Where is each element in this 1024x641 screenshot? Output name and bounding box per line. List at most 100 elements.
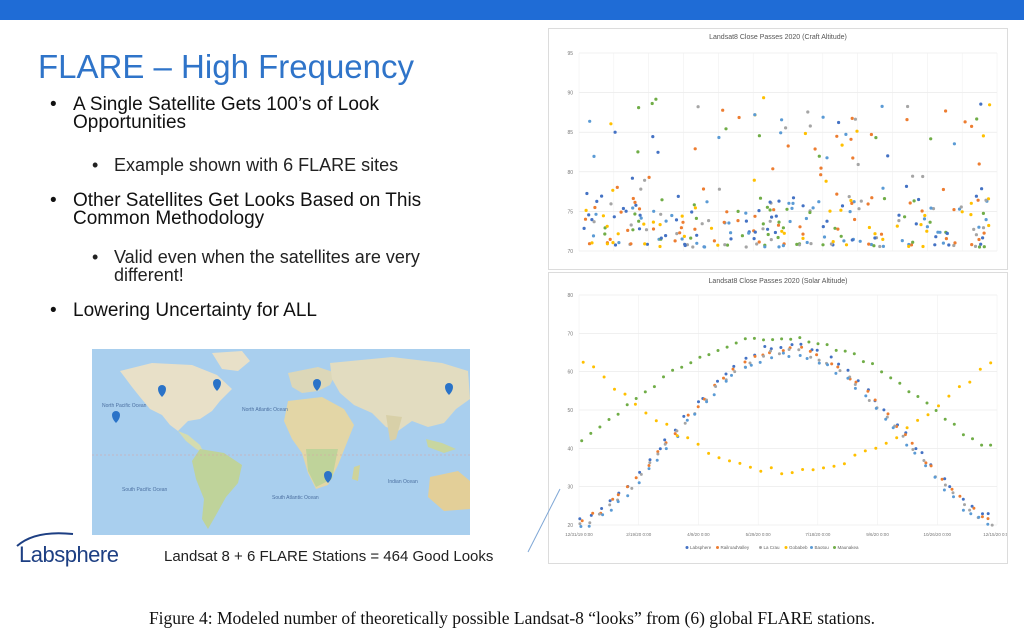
data-point bbox=[676, 194, 680, 198]
data-point bbox=[846, 376, 850, 380]
craft-altitude-chart: Landsat8 Close Passes 2020 (Craft Altitu… bbox=[548, 28, 1008, 270]
data-point bbox=[849, 137, 853, 141]
data-point bbox=[938, 230, 942, 234]
map-pin-icon[interactable] bbox=[158, 385, 166, 397]
data-point bbox=[624, 209, 628, 213]
data-point bbox=[683, 421, 687, 425]
data-point bbox=[658, 447, 662, 451]
data-point bbox=[885, 415, 889, 419]
data-point bbox=[861, 360, 865, 364]
world-map: North Pacific Ocean North Atlantic Ocean… bbox=[92, 349, 470, 535]
map-pin-icon[interactable] bbox=[324, 471, 332, 483]
data-point bbox=[970, 124, 974, 128]
data-point bbox=[963, 503, 966, 507]
data-point bbox=[766, 227, 770, 231]
data-point bbox=[981, 226, 986, 230]
data-point bbox=[744, 219, 748, 223]
data-point bbox=[578, 522, 582, 526]
data-point bbox=[766, 232, 770, 237]
legend-label: La Crau bbox=[764, 545, 781, 550]
data-point bbox=[867, 399, 871, 402]
data-point bbox=[633, 200, 637, 204]
data-point bbox=[951, 491, 955, 495]
data-point bbox=[787, 201, 791, 205]
data-point bbox=[824, 179, 828, 183]
data-point bbox=[839, 234, 843, 238]
station-markers bbox=[112, 379, 453, 483]
chart-plot: 95 90 85 80 75 70 bbox=[567, 51, 998, 255]
data-point bbox=[659, 212, 663, 216]
north-atlantic-label: North Atlantic Ocean bbox=[242, 407, 288, 413]
data-point bbox=[579, 525, 583, 528]
map-pin-icon[interactable] bbox=[445, 383, 453, 395]
map-pin-icon[interactable] bbox=[313, 379, 321, 391]
y-tick-label: 20 bbox=[567, 523, 573, 529]
data-point bbox=[835, 192, 839, 196]
data-point bbox=[806, 110, 810, 114]
data-point bbox=[707, 353, 711, 357]
data-point bbox=[648, 461, 652, 465]
data-point bbox=[724, 127, 728, 131]
data-point bbox=[909, 243, 914, 247]
data-point bbox=[592, 220, 596, 224]
data-point bbox=[881, 237, 885, 241]
data-point bbox=[634, 397, 638, 400]
data-point bbox=[611, 497, 615, 501]
legend-marker bbox=[759, 546, 762, 549]
data-point bbox=[631, 206, 635, 210]
x-tick-label: 12/15/20 0:00 bbox=[983, 532, 1007, 537]
data-point bbox=[952, 208, 956, 212]
data-point bbox=[838, 369, 842, 373]
data-point bbox=[716, 243, 720, 247]
data-point bbox=[707, 451, 711, 455]
data-point bbox=[849, 198, 853, 203]
data-point bbox=[914, 447, 918, 451]
data-point bbox=[698, 355, 702, 359]
legend-marker bbox=[833, 546, 836, 549]
data-point bbox=[986, 517, 990, 521]
map-pin-icon[interactable] bbox=[213, 379, 221, 391]
map-pin-icon[interactable] bbox=[112, 411, 120, 423]
data-point bbox=[625, 485, 629, 489]
data-point bbox=[722, 376, 725, 380]
data-point bbox=[968, 380, 972, 384]
south-atlantic-label: South Atlantic Ocean bbox=[272, 495, 319, 501]
data-point bbox=[873, 398, 877, 402]
y-tick-label: 85 bbox=[567, 130, 573, 136]
data-point bbox=[857, 207, 861, 211]
data-point bbox=[970, 243, 974, 247]
data-point bbox=[689, 236, 693, 240]
legend-marker bbox=[784, 546, 788, 549]
legend-label: Maunakea bbox=[838, 545, 860, 550]
data-point bbox=[979, 242, 983, 246]
legend-marker bbox=[716, 546, 719, 549]
data-point bbox=[953, 241, 957, 245]
data-point bbox=[880, 370, 884, 374]
data-point bbox=[960, 210, 964, 214]
data-point bbox=[709, 226, 714, 230]
data-point bbox=[852, 352, 856, 356]
data-point bbox=[584, 208, 588, 212]
data-point bbox=[891, 426, 895, 430]
data-point bbox=[613, 387, 616, 391]
data-point bbox=[850, 201, 854, 205]
data-point bbox=[844, 132, 848, 136]
data-point bbox=[736, 209, 740, 213]
data-point bbox=[916, 418, 920, 422]
data-point bbox=[859, 199, 863, 203]
data-point bbox=[874, 446, 878, 450]
data-point bbox=[638, 470, 642, 474]
data-point bbox=[777, 245, 781, 249]
data-point bbox=[689, 361, 693, 365]
data-point bbox=[981, 211, 985, 215]
data-point bbox=[644, 411, 648, 415]
data-point bbox=[675, 434, 679, 438]
data-point bbox=[651, 227, 656, 231]
data-point bbox=[801, 232, 805, 236]
data-point bbox=[977, 515, 981, 519]
data-point bbox=[658, 244, 662, 249]
data-point bbox=[912, 199, 916, 203]
data-point bbox=[781, 349, 785, 353]
data-point bbox=[727, 221, 731, 225]
data-point bbox=[700, 222, 704, 226]
